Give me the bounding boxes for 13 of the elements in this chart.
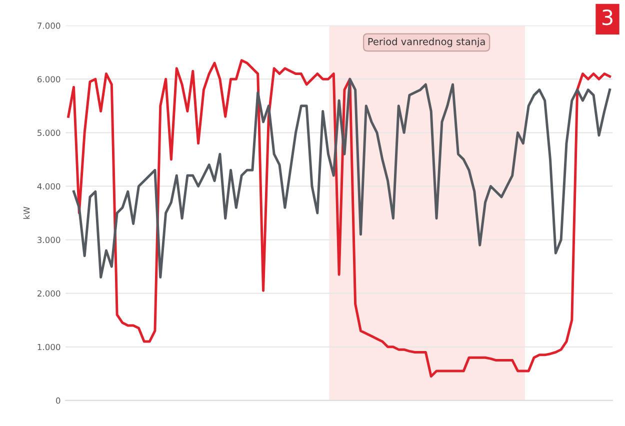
line-series [67,59,612,378]
y-tick-label: 0 [56,397,60,404]
annotation: Period vanrednog stanja [368,38,485,48]
line-series [72,78,612,279]
y-tick-label: 5.000 [38,130,60,136]
y-tick-label: 3.000 [38,236,60,244]
text: 3 [602,9,612,26]
y-axis-title: kW [23,206,30,219]
y-tick-label: 2.000 [38,290,60,297]
y-tick-label: 4.000 [37,183,60,190]
y-tick-label: 6.000 [37,76,60,82]
y-tick-label: 1.000 [38,344,60,350]
y-tick-label: 7.000 [38,22,60,29]
